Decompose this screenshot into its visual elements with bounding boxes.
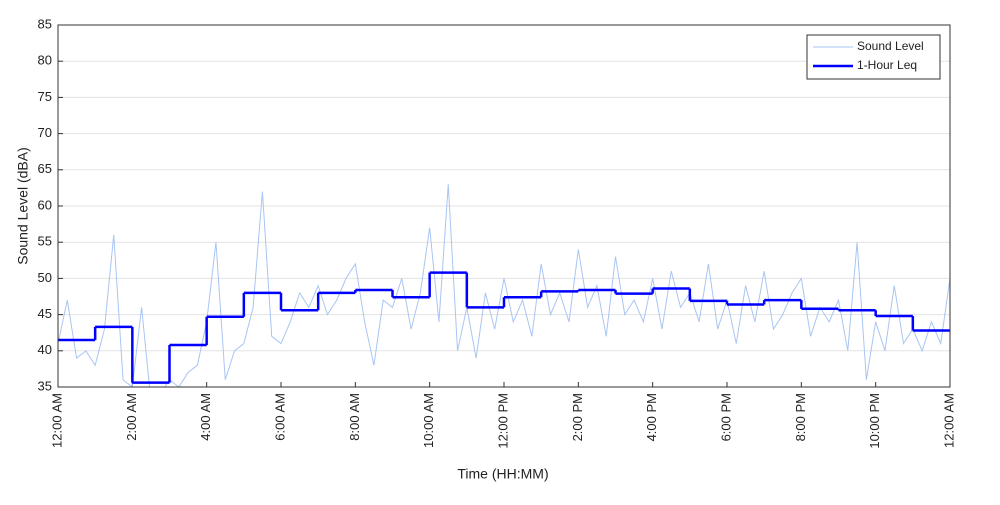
y-tick-label: 75 (38, 89, 52, 104)
x-tick-label: 12:00 PM (495, 393, 510, 449)
y-tick-label: 50 (38, 270, 52, 285)
x-tick-label: 8:00 AM (347, 393, 362, 441)
y-tick-label: 80 (38, 53, 52, 68)
x-tick-label: 6:00 AM (272, 393, 287, 441)
y-tick-label: 40 (38, 342, 52, 357)
y-tick-label: 55 (38, 234, 52, 249)
y-tick-label: 85 (38, 16, 52, 31)
y-tick-label: 60 (38, 197, 52, 212)
plot-frame (57, 24, 951, 388)
x-tick-label: 12:00 AM (49, 393, 64, 448)
x-tick-label: 4:00 AM (198, 393, 213, 441)
legend-label: 1-Hour Leq (857, 58, 917, 72)
legend-box (806, 34, 941, 80)
y-tick-label: 65 (38, 161, 52, 176)
y-tick-label: 45 (38, 306, 52, 321)
y-tick-label: 35 (38, 378, 52, 393)
x-tick-label: 10:00 AM (421, 393, 436, 448)
x-tick-label: 2:00 PM (570, 393, 585, 441)
x-tick-label: 12:00 AM (941, 393, 956, 448)
y-tick-label: 70 (38, 125, 52, 140)
plot-area (58, 184, 950, 387)
x-tick-label: 8:00 PM (793, 393, 808, 441)
legend-label: Sound Level (857, 39, 924, 53)
x-tick-label: 2:00 AM (124, 393, 139, 441)
x-tick-label: 6:00 PM (718, 393, 733, 441)
x-axis-label: Time (HH:MM) (457, 466, 548, 482)
x-tick-label: 10:00 PM (867, 393, 882, 449)
x-tick-label: 4:00 PM (644, 393, 659, 441)
y-axis-label: Sound Level (dBA) (15, 147, 31, 265)
